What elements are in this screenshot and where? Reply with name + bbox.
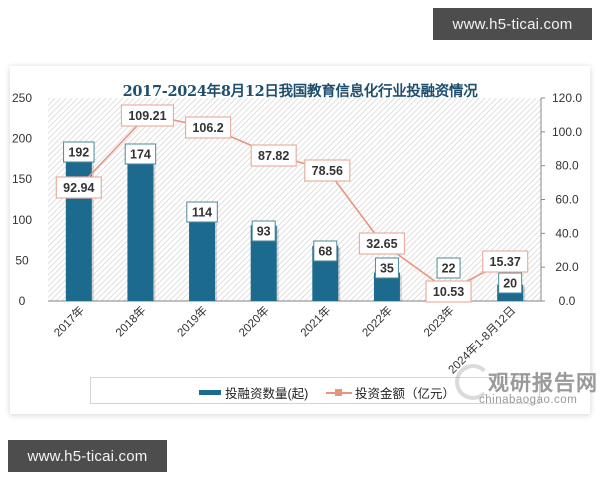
chart-title: 2017-2024年8月12日我国教育信息化行业投融资情况 — [122, 83, 478, 100]
x-axis-category: 2022年 — [359, 303, 395, 339]
x-axis-category: 2020年 — [236, 303, 272, 339]
bar-value-label — [63, 141, 95, 163]
x-axis-category: 2017年 — [51, 303, 87, 339]
bar-value-label — [251, 220, 276, 242]
line-value-label — [184, 116, 232, 139]
left-axis-tick: 50 — [15, 253, 29, 267]
bar-value-label — [124, 143, 157, 165]
right-axis-tick: 40.0 — [555, 226, 579, 240]
watermark-cn: 观研报告网 — [488, 372, 598, 395]
legend-label-count: 投融资数量(起) — [225, 387, 309, 401]
svg-text:35: 35 — [380, 262, 394, 276]
line-value-label — [304, 159, 351, 182]
x-axis-category: 2021年 — [297, 303, 333, 339]
line-value-label — [358, 232, 406, 255]
svg-text:114: 114 — [192, 206, 212, 220]
line-value-label — [250, 144, 297, 167]
left-axis-tick: 200 — [12, 132, 32, 146]
svg-text:92.94: 92.94 — [63, 181, 94, 195]
svg-text:68: 68 — [318, 245, 332, 259]
bottom-watermark-banner: www.h5-ticai.com — [8, 440, 167, 472]
left-axis-tick: 150 — [12, 172, 32, 186]
right-axis-tick: 120.0 — [552, 91, 582, 105]
bar-value-label — [313, 240, 338, 262]
svg-text:20: 20 — [503, 277, 517, 291]
line-value-label — [120, 104, 175, 127]
svg-text:32.65: 32.65 — [366, 237, 397, 251]
right-axis-tick: 100.0 — [552, 125, 582, 139]
line-value-label — [482, 250, 529, 273]
bar-swatch-icon — [199, 390, 221, 395]
watermark-logo-icon — [455, 364, 491, 400]
right-axis-tick: 60.0 — [555, 193, 579, 207]
svg-text:10.53: 10.53 — [433, 285, 464, 299]
svg-text:174: 174 — [130, 148, 151, 162]
bar-value-label — [374, 257, 399, 279]
svg-text:87.82: 87.82 — [258, 149, 289, 163]
left-axis-tick: 100 — [12, 213, 32, 227]
bar-2019年 — [189, 208, 216, 301]
legend-item-count: 投融资数量(起) — [199, 383, 308, 402]
right-axis-tick: 80.0 — [555, 159, 579, 173]
x-axis-category: 2019年 — [174, 303, 210, 339]
bar-value-label — [186, 201, 218, 223]
svg-text:106.2: 106.2 — [192, 121, 223, 135]
svg-text:78.56: 78.56 — [312, 164, 343, 178]
line-value-label — [55, 176, 102, 199]
bar-value-label — [498, 272, 523, 294]
x-axis-category: 2018年 — [112, 303, 148, 339]
bar-2017年 — [65, 145, 92, 301]
top-watermark-banner: www.h5-ticai.com — [433, 8, 592, 40]
right-axis-tick: 0.0 — [559, 294, 576, 308]
bar-2018年 — [127, 159, 154, 301]
watermark-en: chinabaogao.com — [479, 394, 578, 406]
line-marker-icon — [326, 388, 352, 396]
left-axis-tick: 0 — [19, 294, 26, 308]
svg-text:192: 192 — [68, 146, 89, 160]
right-axis-tick: 20.0 — [555, 260, 579, 274]
left-axis-tick: 250 — [12, 91, 32, 105]
svg-text:109.21: 109.21 — [128, 109, 166, 123]
line-value-label — [425, 280, 472, 303]
legend-label-amount: 投资金额（亿元） — [355, 387, 456, 401]
svg-text:22: 22 — [442, 262, 456, 276]
legend-item-amount: 投资金额（亿元） — [326, 383, 455, 402]
bar-value-label — [436, 257, 461, 279]
svg-text:93: 93 — [257, 225, 271, 239]
plot-area — [48, 98, 541, 301]
svg-text:15.37: 15.37 — [490, 255, 521, 269]
x-axis-category: 2023年 — [421, 303, 457, 339]
